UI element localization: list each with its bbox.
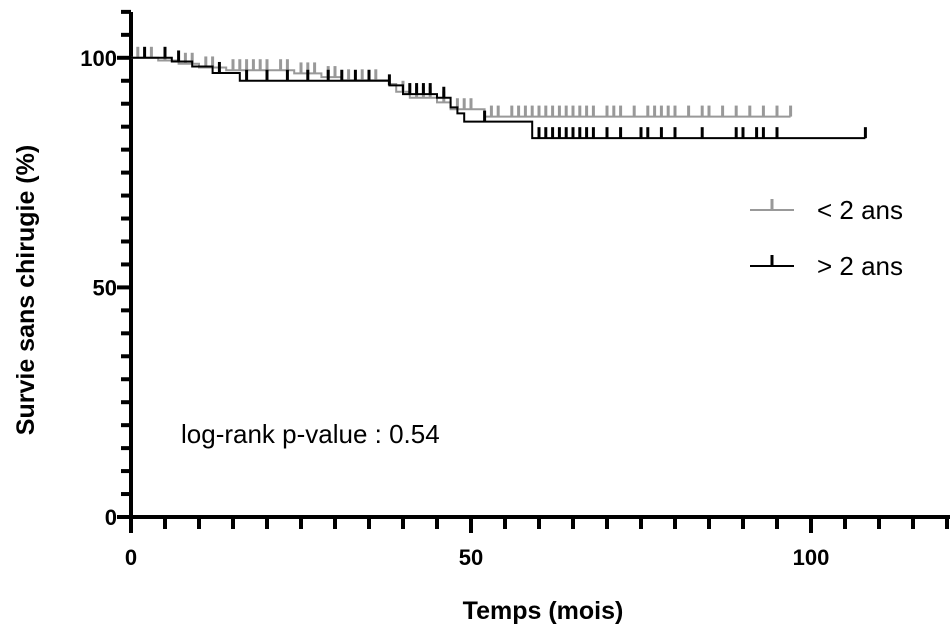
x-tick-label: 100 [793,545,830,570]
series-0 [131,46,793,118]
series-layer [131,46,867,140]
x-tick-label: 50 [459,545,483,570]
log-rank-annotation: log-rank p-value : 0.54 [181,419,440,449]
y-tick-label: 50 [93,275,117,300]
legend-label-under-2: < 2 ans [817,195,903,225]
y-tick-label: 0 [105,505,117,530]
survival-curve-1 [131,56,866,140]
legend-item-under-2: < 2 ans [750,195,903,225]
survival-curve-0 [131,56,791,118]
series-1 [131,46,867,140]
legend-label-over-2: > 2 ans [817,251,903,281]
legend: < 2 ans > 2 ans [750,195,903,281]
y-axis-title: Survie sans chirugie (%) [12,145,40,435]
tick-labels: 0 50 100 0 50 100 [80,46,829,570]
axes [117,9,950,533]
legend-item-over-2: > 2 ans [750,251,903,281]
y-tick-label: 100 [80,46,117,71]
x-axis-title: Temps (mois) [463,597,624,625]
x-tick-label: 0 [125,545,137,570]
